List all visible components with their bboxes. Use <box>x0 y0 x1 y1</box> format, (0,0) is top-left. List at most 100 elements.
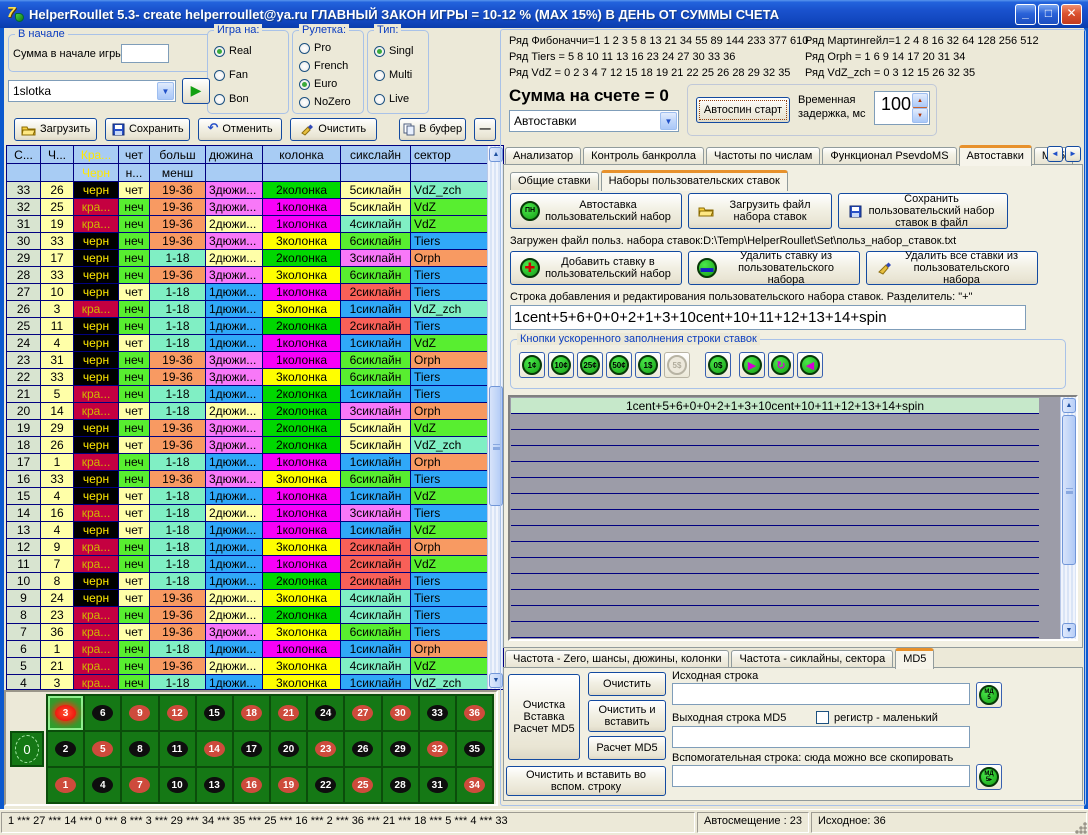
bet-list-row[interactable] <box>511 590 1039 606</box>
table-row[interactable]: 32 25 кра... неч 19-36 3дюжи... 1колонка 5сикла… <box>7 199 488 216</box>
table-row[interactable]: 7 36 кра... чет 19-36 3дюжи... 3колонка 6сиклай… <box>7 624 488 641</box>
table-cell[interactable]: 3колонка <box>263 539 341 556</box>
tab-автоставки[interactable]: Автоставки <box>958 145 1032 166</box>
table-cell[interactable]: 9 <box>7 590 41 607</box>
table-cell[interactable]: 1-18 <box>150 505 206 522</box>
table-cell[interactable]: 16 <box>7 471 41 488</box>
table-cell[interactable]: черн <box>74 318 119 335</box>
table-cell[interactable]: черн <box>74 590 119 607</box>
table-cell[interactable]: Orph <box>411 454 488 471</box>
table-cell[interactable]: 31 <box>41 352 74 369</box>
table-cell[interactable]: VdZ_zch <box>411 182 488 199</box>
table-cell[interactable]: черн <box>74 369 119 386</box>
table-cell[interactable]: 2сиклайн <box>341 556 411 573</box>
tab-общие-ставки[interactable]: Общие ставки <box>510 172 599 190</box>
table-cell[interactable]: Orph <box>411 403 488 420</box>
table-row[interactable]: 21 5 кра... неч 1-18 1дюжи... 2колонка 1сиклайн… <box>7 386 488 403</box>
table-cell[interactable]: неч <box>119 369 150 386</box>
table-cell[interactable]: 2колонка <box>263 182 341 199</box>
table-cell[interactable]: неч <box>119 386 150 403</box>
table-cell[interactable]: 2колонка <box>263 573 341 590</box>
table-cell[interactable]: неч <box>119 675 150 689</box>
table-cell[interactable]: 5сиклайн <box>341 182 411 199</box>
roulette-cell-21[interactable]: 21 <box>271 696 307 730</box>
md5-clear-and-paste-button[interactable]: Очистить и вставить <box>588 700 666 732</box>
chevron-down-icon[interactable]: ▼ <box>157 82 174 100</box>
table-cell[interactable]: 1дюжи... <box>206 641 263 658</box>
table-cell[interactable]: 19-36 <box>150 420 206 437</box>
radio-option-french[interactable]: French <box>299 60 358 72</box>
bet-list-row[interactable] <box>511 606 1039 622</box>
table-cell[interactable]: 2колонка <box>263 318 341 335</box>
table-cell[interactable]: 1дюжи... <box>206 301 263 318</box>
table-cell[interactable]: 2сиклайн <box>341 573 411 590</box>
spin-up-icon[interactable]: ▲ <box>912 93 928 108</box>
table-cell[interactable]: 15 <box>7 488 41 505</box>
md5-clear-paste-aux-button[interactable]: Очистить и вставить во вспом. строку <box>506 766 666 796</box>
table-cell[interactable]: 1-18 <box>150 522 206 539</box>
table-cell[interactable]: Tiers <box>411 624 488 641</box>
table-cell[interactable]: 1-18 <box>150 488 206 505</box>
table-cell[interactable]: 3дюжи... <box>206 182 263 199</box>
bet-list-row[interactable]: 1cent+5+6+0+0+2+1+3+10cent+10+11+12+13+1… <box>511 398 1039 414</box>
md5-calc-button[interactable]: Расчет MD5 <box>588 736 666 760</box>
table-row[interactable]: 30 33 черн неч 19-36 3дюжи... 3колонка 6сиклайн… <box>7 233 488 250</box>
table-cell[interactable]: кра... <box>74 539 119 556</box>
table-cell[interactable]: кра... <box>74 658 119 675</box>
table-cell[interactable]: 7 <box>41 556 74 573</box>
table-cell[interactable]: черн <box>74 250 119 267</box>
table-cell[interactable]: чет <box>119 522 150 539</box>
roulette-cell-15[interactable]: 15 <box>196 696 232 730</box>
table-row[interactable]: 6 1 кра... неч 1-18 1дюжи... 1колонка 1сиклайн O… <box>7 641 488 658</box>
scroll-down-icon[interactable]: ▼ <box>489 673 503 688</box>
title-bar[interactable]: 7 HelperRoullet 5.3- create helperroulle… <box>0 0 1088 28</box>
start-sum-input[interactable] <box>121 44 169 63</box>
tab-scroll-right-button[interactable]: ► <box>1065 146 1081 162</box>
chip-button-1¢[interactable]: 1¢ <box>519 352 545 378</box>
md5-out-input[interactable] <box>672 726 970 748</box>
delete-all-bets-button[interactable]: Удалить все ставки из пользовательского … <box>866 250 1038 286</box>
table-cell[interactable]: 36 <box>41 624 74 641</box>
table-cell[interactable]: неч <box>119 301 150 318</box>
table-cell[interactable]: кра... <box>74 641 119 658</box>
table-cell[interactable]: Tiers <box>411 607 488 624</box>
roulette-cell-32[interactable]: 32 <box>419 732 455 766</box>
table-cell[interactable]: VdZ <box>411 658 488 675</box>
table-cell[interactable]: чет <box>119 335 150 352</box>
radio-option-euro[interactable]: Euro <box>299 78 358 90</box>
maximize-button[interactable]: □ <box>1038 3 1059 25</box>
table-cell[interactable]: неч <box>119 539 150 556</box>
table-cell[interactable]: 19-36 <box>150 437 206 454</box>
roulette-cell-31[interactable]: 31 <box>419 768 455 802</box>
table-cell[interactable]: 2дюжи... <box>206 590 263 607</box>
table-cell[interactable]: 11 <box>41 318 74 335</box>
minimize-button[interactable]: _ <box>1015 3 1036 25</box>
table-cell[interactable]: чет <box>119 505 150 522</box>
table-cell[interactable]: 1-18 <box>150 403 206 420</box>
table-cell[interactable]: 1-18 <box>150 335 206 352</box>
table-cell[interactable]: 2колонка <box>263 437 341 454</box>
table-cell[interactable]: Tiers <box>411 505 488 522</box>
table-cell[interactable]: неч <box>119 454 150 471</box>
table-cell[interactable]: VdZ <box>411 216 488 233</box>
md5-aux-input[interactable] <box>672 765 970 787</box>
table-cell[interactable]: 19-36 <box>150 658 206 675</box>
table-cell[interactable]: 4сиклайн <box>341 658 411 675</box>
table-cell[interactable]: 1колонка <box>263 522 341 539</box>
table-cell[interactable]: 2дюжи... <box>206 607 263 624</box>
table-cell[interactable]: 4сиклайн <box>341 607 411 624</box>
table-cell[interactable]: 2колонка <box>263 386 341 403</box>
bet-list-row[interactable] <box>511 478 1039 494</box>
table-cell[interactable]: черн <box>74 335 119 352</box>
table-scrollbar-thumb[interactable] <box>489 386 503 506</box>
roulette-cell-24[interactable]: 24 <box>308 696 344 730</box>
table-cell[interactable]: 5 <box>41 386 74 403</box>
table-cell[interactable]: черн <box>74 420 119 437</box>
table-cell[interactable]: 1колонка <box>263 505 341 522</box>
table-cell[interactable]: 8 <box>7 607 41 624</box>
table-cell[interactable]: 3колонка <box>263 301 341 318</box>
bet-list-row[interactable] <box>511 446 1039 462</box>
chip-button-repeat[interactable]: ↻ <box>768 352 794 378</box>
table-cell[interactable]: 3дюжи... <box>206 471 263 488</box>
load-button[interactable]: Загрузить <box>14 118 98 141</box>
